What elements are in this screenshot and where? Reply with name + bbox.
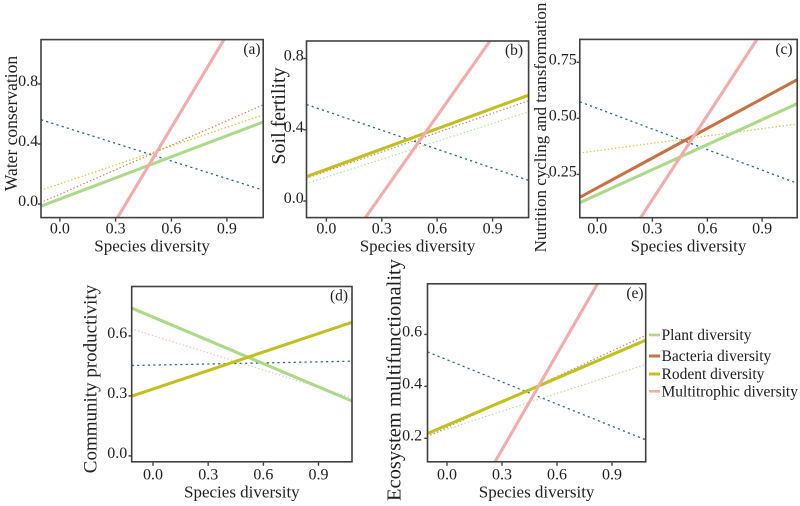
svg-text:0.3: 0.3	[106, 220, 126, 237]
svg-text:(c): (c)	[775, 41, 792, 58]
svg-text:0.8: 0.8	[284, 48, 304, 65]
svg-text:0.3: 0.3	[642, 220, 662, 237]
svg-text:Soil fertility: Soil fertility	[268, 67, 290, 164]
svg-text:0.9: 0.9	[602, 466, 622, 483]
svg-text:0.6: 0.6	[427, 220, 447, 237]
svg-text:0.9: 0.9	[752, 220, 772, 237]
svg-text:0.6: 0.6	[161, 220, 181, 237]
svg-text:Nutrition cycling and transfor: Nutrition cycling and transformation	[531, 2, 550, 252]
svg-text:0.3: 0.3	[372, 220, 392, 237]
svg-text:Species diversity: Species diversity	[184, 482, 300, 501]
svg-text:0.25: 0.25	[549, 164, 577, 181]
svg-text:0.75: 0.75	[549, 51, 577, 68]
svg-text:Bacteria diversity: Bacteria diversity	[662, 348, 772, 365]
svg-text:Ecosystem multifunctionality: Ecosystem multifunctionality	[384, 258, 406, 501]
svg-text:0.6: 0.6	[107, 325, 127, 342]
svg-text:Species diversity: Species diversity	[360, 237, 476, 256]
svg-text:0.0: 0.0	[316, 220, 336, 237]
svg-text:0.0: 0.0	[50, 220, 70, 237]
svg-text:Species diversity: Species diversity	[94, 237, 210, 256]
svg-text:0.6: 0.6	[402, 324, 422, 341]
svg-text:0.9: 0.9	[483, 220, 503, 237]
svg-text:Water conservation: Water conservation	[1, 56, 21, 191]
svg-text:0.0: 0.0	[437, 466, 457, 483]
svg-text:0.0: 0.0	[18, 193, 38, 210]
svg-text:Community productivity: Community productivity	[81, 284, 102, 473]
svg-text:Species diversity: Species diversity	[631, 237, 747, 256]
svg-text:0.9: 0.9	[309, 466, 329, 483]
svg-text:0.4: 0.4	[18, 133, 38, 150]
svg-text:0.8: 0.8	[18, 73, 38, 90]
svg-text:Multitrophic diversity: Multitrophic diversity	[662, 383, 799, 400]
svg-text:0.3: 0.3	[492, 466, 512, 483]
svg-text:0.6: 0.6	[547, 466, 567, 483]
svg-text:0.50: 0.50	[549, 107, 577, 124]
svg-text:0.4: 0.4	[284, 119, 304, 136]
svg-text:0.6: 0.6	[253, 466, 273, 483]
svg-text:0.0: 0.0	[107, 445, 127, 462]
svg-text:(e): (e)	[626, 285, 643, 302]
svg-text:Species diversity: Species diversity	[479, 482, 595, 501]
svg-text:0.3: 0.3	[198, 466, 218, 483]
svg-text:0.0: 0.0	[587, 220, 607, 237]
svg-text:0.2: 0.2	[402, 427, 422, 444]
svg-text:(b): (b)	[505, 42, 523, 59]
svg-text:Plant diversity: Plant diversity	[662, 327, 752, 344]
svg-text:Rodent diversity: Rodent diversity	[662, 366, 765, 383]
svg-text:0.0: 0.0	[284, 190, 304, 207]
svg-text:0.4: 0.4	[402, 375, 422, 392]
svg-text:(d): (d)	[330, 288, 348, 305]
svg-text:0.0: 0.0	[143, 466, 163, 483]
svg-text:0.9: 0.9	[217, 220, 237, 237]
svg-text:0.3: 0.3	[107, 385, 127, 402]
svg-text:(a): (a)	[243, 41, 260, 58]
svg-text:0.6: 0.6	[697, 220, 717, 237]
